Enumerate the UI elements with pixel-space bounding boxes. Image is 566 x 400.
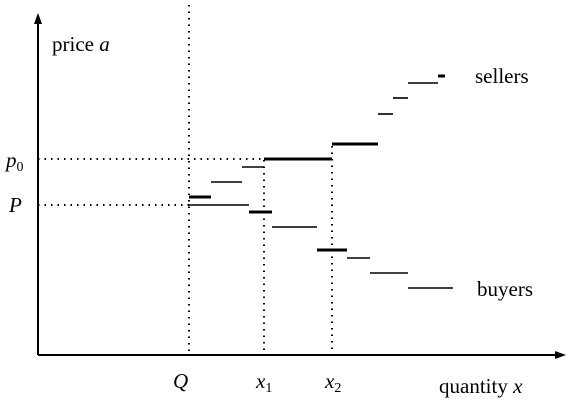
- subscript: 1: [265, 381, 272, 396]
- x-arrow: [555, 351, 566, 359]
- sellers-label: sellers: [475, 64, 529, 88]
- symbol: x: [324, 369, 335, 393]
- symbol: p: [4, 148, 17, 172]
- p-label: P: [8, 193, 22, 217]
- x2-label: x2: [324, 369, 341, 396]
- label-variable: a: [99, 32, 110, 56]
- label-word: price: [52, 32, 94, 56]
- buyers-label: buyers: [477, 277, 533, 301]
- p0-label: p0: [4, 148, 24, 175]
- sellers-steps: [189, 74, 445, 199]
- x-axis-label: quantity x: [439, 374, 523, 398]
- x1-label: x1: [255, 369, 272, 396]
- y-axis-label: price a: [52, 32, 110, 56]
- buyers-steps: [189, 204, 453, 289]
- q-label: Q: [173, 369, 188, 393]
- y-arrow: [34, 13, 42, 24]
- label-word: quantity: [439, 374, 508, 398]
- label-variable: x: [512, 374, 523, 398]
- symbol: x: [255, 369, 266, 393]
- subscript: 2: [334, 381, 341, 396]
- subscript: 0: [17, 160, 24, 175]
